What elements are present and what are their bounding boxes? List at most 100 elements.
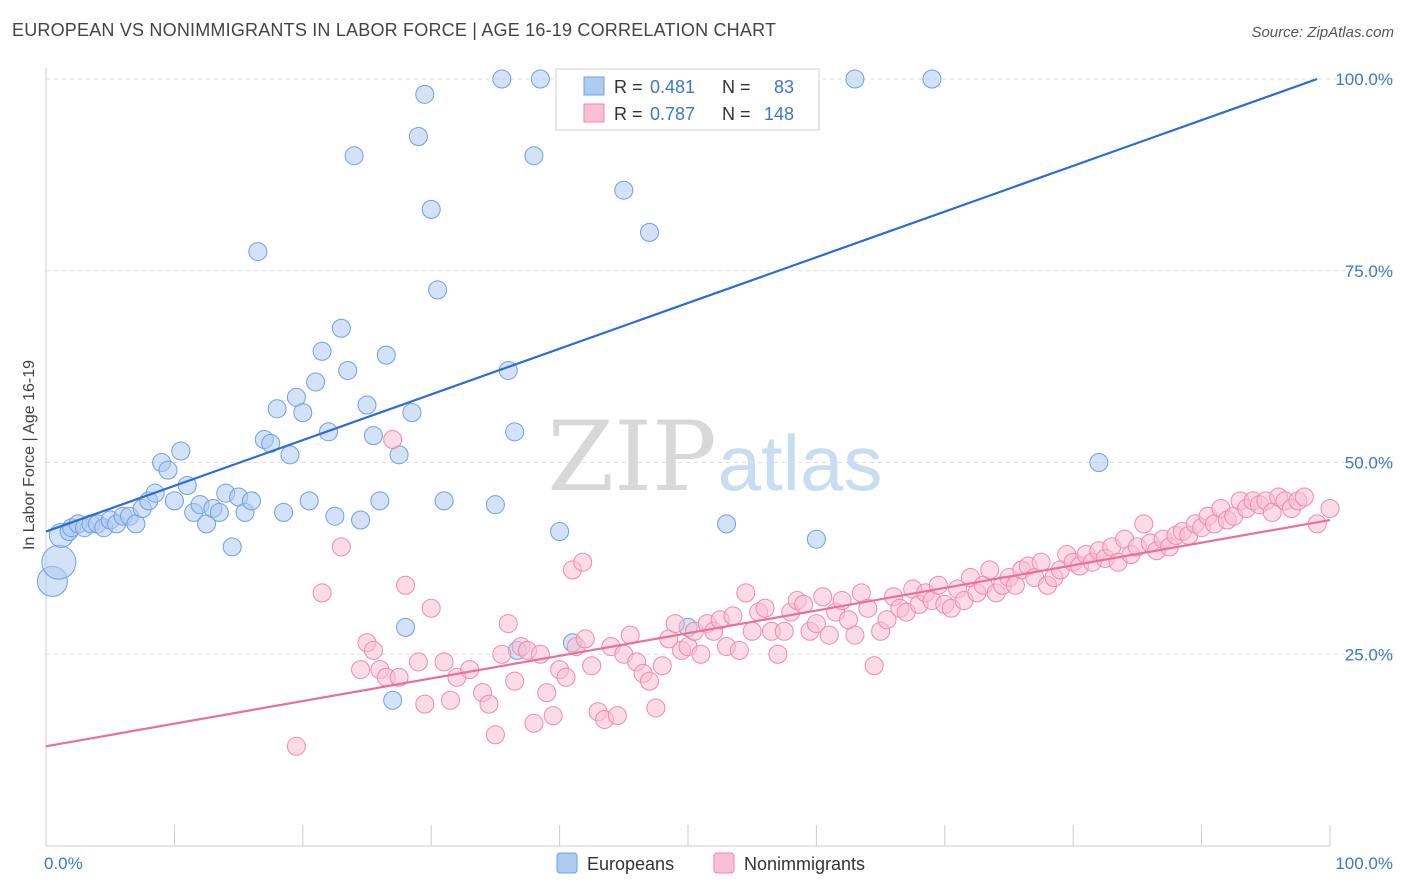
stats-r-value-europeans: 0.481 (650, 77, 695, 97)
nonimmigrant-point (575, 629, 595, 649)
y-axis-label: In Labor Force | Age 16-19 (21, 360, 38, 550)
european-point (344, 146, 364, 166)
european-point (164, 491, 184, 511)
stats-n-value-nonimmigrants: 148 (764, 104, 794, 124)
grid-lines (46, 78, 1395, 655)
watermark-atlas: atlas (718, 419, 883, 507)
nonimmigrant-point (774, 621, 794, 641)
european-point (357, 395, 377, 415)
nonimmigrant-point (505, 671, 525, 691)
european-point (280, 445, 300, 465)
stats-r-label-europeans: R = (614, 77, 643, 97)
axes (45, 68, 1331, 847)
european-point (274, 502, 294, 522)
stats-swatch-europeans (583, 76, 605, 96)
nonimmigrant-point (1294, 487, 1314, 507)
european-point (363, 426, 383, 446)
legend-swatch-europeans (556, 852, 578, 874)
legend-swatch-nonimmigrants (713, 852, 735, 874)
nonimmigrant-point (723, 606, 743, 626)
nonimmigrant-point (485, 725, 505, 745)
nonimmigrant-point (415, 694, 435, 714)
series-legend: Europeans Nonimmigrants (556, 852, 865, 874)
nonimmigrant-point (421, 598, 441, 618)
european-point (524, 146, 544, 166)
nonimmigrant-point (646, 698, 666, 718)
european-point (209, 502, 229, 522)
series-nonimmigrants-points (286, 429, 1340, 756)
european-point (434, 491, 454, 511)
nonimmigrant-point (389, 667, 409, 687)
european-point (717, 514, 737, 534)
trend-line-europeans (45, 77, 1318, 533)
x-tick-label-left: 0.0% (44, 854, 83, 873)
european-point (421, 199, 441, 219)
nonimmigrant-point (434, 652, 454, 672)
nonimmigrant-point (845, 625, 865, 645)
watermark-zip: ZIP (547, 401, 716, 513)
legend-label-nonimmigrants: Nonimmigrants (744, 854, 865, 874)
nonimmigrant-point (877, 610, 897, 630)
nonimmigrant-point (440, 690, 460, 710)
nonimmigrant-point (813, 587, 833, 607)
data-points (36, 69, 1340, 756)
nonimmigrant-point (331, 537, 351, 557)
nonimmigrant-point (742, 621, 762, 641)
european-point (1089, 453, 1109, 472)
nonimmigrant-point (736, 583, 756, 603)
nonimmigrant-point (639, 671, 659, 691)
european-point (614, 180, 634, 200)
nonimmigrant-point (1031, 552, 1051, 572)
european-point (806, 529, 826, 549)
european-point (222, 537, 242, 557)
nonimmigrant-point (312, 583, 332, 603)
nonimmigrant-point (556, 667, 576, 687)
trend-lines (45, 77, 1331, 748)
european-point (376, 345, 396, 365)
european-point (158, 460, 178, 480)
nonimmigrant-point (1134, 514, 1154, 534)
nonimmigrant-point (652, 656, 672, 676)
nonimmigrant-point (864, 656, 884, 676)
european-point (415, 84, 435, 104)
stats-legend: R = 0.481 N = 83 R = 0.787 N = 148 (555, 68, 820, 131)
nonimmigrant-point (582, 656, 602, 676)
chart-title: EUROPEAN VS NONIMMIGRANTS IN LABOR FORCE… (12, 20, 777, 40)
nonimmigrant-point (1320, 499, 1340, 519)
nonimmigrant-point (928, 575, 948, 595)
european-point (845, 69, 865, 89)
european-point (428, 280, 448, 300)
european-point (505, 422, 525, 442)
european-point (530, 69, 550, 89)
nonimmigrant-point (607, 706, 627, 726)
y-tick-label: 25.0% (1345, 645, 1393, 664)
nonimmigrant-point (980, 560, 1000, 580)
stats-n-label-europeans: N = (722, 77, 751, 97)
y-tick-label: 100.0% (1335, 70, 1393, 89)
european-point (492, 69, 512, 89)
nonimmigrant-point (819, 625, 839, 645)
european-point (396, 617, 416, 637)
european-point (338, 360, 358, 380)
european-point (306, 372, 326, 392)
european-point (171, 441, 191, 461)
nonimmigrant-point (537, 683, 557, 703)
nonimmigrant-point (768, 644, 788, 664)
nonimmigrant-point (492, 644, 512, 664)
nonimmigrant-point (729, 640, 749, 660)
nonimmigrant-point (524, 713, 544, 733)
european-point (267, 399, 287, 419)
nonimmigrant-point (408, 652, 428, 672)
source-label: Source: ZipAtlas.com (1251, 24, 1394, 41)
nonimmigrant-point (691, 644, 711, 664)
european-point (383, 690, 403, 710)
stats-n-label-nonimmigrants: N = (722, 104, 751, 124)
european-point (299, 491, 319, 511)
trend-line-nonimmigrants (45, 518, 1331, 748)
stats-r-value-nonimmigrants: 0.787 (650, 104, 695, 124)
stats-swatch-nonimmigrants (583, 103, 605, 123)
nonimmigrant-point (755, 598, 775, 618)
european-point (922, 69, 942, 89)
nonimmigrant-point (665, 614, 685, 634)
